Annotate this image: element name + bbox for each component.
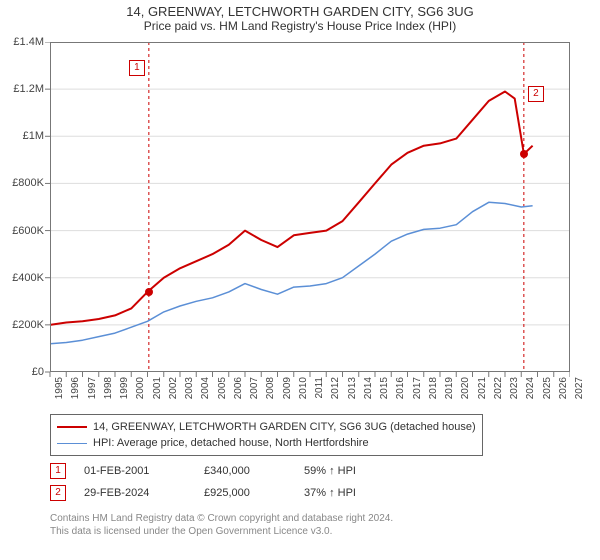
legend-swatch	[57, 443, 87, 444]
x-tick-label: 1995	[54, 377, 65, 399]
x-tick-label: 2023	[509, 377, 520, 399]
chart-title: 14, GREENWAY, LETCHWORTH GARDEN CITY, SG…	[0, 0, 600, 19]
sale-delta: 37% ↑ HPI	[304, 487, 424, 499]
sales-table: 1 01-FEB-2001£340,00059% ↑ HPI 2 29-FEB-202…	[50, 460, 424, 504]
x-tick-label: 2001	[152, 377, 163, 399]
x-tick-label: 2003	[184, 377, 195, 399]
footnote-line1: Contains HM Land Registry data © Crown c…	[50, 512, 393, 525]
x-tick-label: 2022	[493, 377, 504, 399]
legend-item: 14, GREENWAY, LETCHWORTH GARDEN CITY, SG…	[57, 419, 476, 435]
y-tick-label: £1M	[23, 130, 44, 142]
series-hpi	[50, 202, 533, 343]
y-axis-labels: £0£200K£400K£600K£800K£1M£1.2M£1.4M	[0, 42, 48, 372]
y-tick-label: £1.4M	[13, 36, 44, 48]
y-tick-label: £800K	[12, 177, 44, 189]
x-tick-label: 2014	[363, 377, 374, 399]
sale-row: 1 01-FEB-2001£340,00059% ↑ HPI	[50, 460, 424, 482]
x-tick-label: 2026	[558, 377, 569, 399]
legend: 14, GREENWAY, LETCHWORTH GARDEN CITY, SG…	[50, 414, 483, 456]
x-tick-label: 2016	[395, 377, 406, 399]
series-property	[50, 92, 533, 325]
x-tick-label: 2004	[200, 377, 211, 399]
sale-row: 2 29-FEB-2024£925,00037% ↑ HPI	[50, 482, 424, 504]
x-tick-label: 2017	[412, 377, 423, 399]
x-tick-label: 2015	[379, 377, 390, 399]
y-tick-label: £1.2M	[13, 83, 44, 95]
chart-container: 14, GREENWAY, LETCHWORTH GARDEN CITY, SG…	[0, 0, 600, 560]
legend-swatch	[57, 426, 87, 428]
x-tick-label: 1999	[119, 377, 130, 399]
sale-row-marker: 1	[50, 463, 66, 479]
sale-point-2	[520, 150, 528, 158]
x-tick-label: 2019	[444, 377, 455, 399]
sale-marker-1: 1	[129, 60, 145, 76]
legend-item: HPI: Average price, detached house, Nort…	[57, 435, 476, 451]
x-tick-label: 2021	[477, 377, 488, 399]
y-tick-label: £200K	[12, 319, 44, 331]
x-tick-label: 2020	[460, 377, 471, 399]
x-tick-label: 2024	[525, 377, 536, 399]
x-tick-label: 2000	[135, 377, 146, 399]
x-tick-label: 2008	[265, 377, 276, 399]
x-tick-label: 2010	[298, 377, 309, 399]
legend-label: HPI: Average price, detached house, Nort…	[93, 437, 369, 449]
sale-point-1	[145, 288, 153, 296]
x-tick-label: 2011	[314, 377, 325, 399]
footnote: Contains HM Land Registry data © Crown c…	[50, 512, 393, 538]
sale-price: £925,000	[204, 487, 304, 499]
x-tick-label: 2005	[217, 377, 228, 399]
sale-date: 01-FEB-2001	[84, 465, 204, 477]
x-tick-label: 2018	[428, 377, 439, 399]
x-tick-label: 2027	[574, 377, 585, 399]
footnote-line2: This data is licensed under the Open Gov…	[50, 525, 393, 538]
sale-price: £340,000	[204, 465, 304, 477]
sale-date: 29-FEB-2024	[84, 487, 204, 499]
plot-svg	[44, 42, 570, 378]
x-tick-label: 1998	[103, 377, 114, 399]
x-tick-label: 1996	[70, 377, 81, 399]
sale-marker-2: 2	[528, 86, 544, 102]
y-tick-label: £0	[32, 366, 44, 378]
legend-label: 14, GREENWAY, LETCHWORTH GARDEN CITY, SG…	[93, 421, 476, 433]
x-tick-label: 1997	[87, 377, 98, 399]
x-tick-label: 2009	[282, 377, 293, 399]
y-tick-label: £400K	[12, 272, 44, 284]
plot-area: 12	[50, 42, 570, 372]
x-tick-label: 2006	[233, 377, 244, 399]
x-tick-label: 2025	[542, 377, 553, 399]
y-tick-label: £600K	[12, 225, 44, 237]
sale-delta: 59% ↑ HPI	[304, 465, 424, 477]
x-tick-label: 2013	[347, 377, 358, 399]
x-tick-label: 2007	[249, 377, 260, 399]
x-tick-label: 2012	[330, 377, 341, 399]
chart-subtitle: Price paid vs. HM Land Registry's House …	[0, 19, 600, 35]
sale-row-marker: 2	[50, 485, 66, 501]
x-tick-label: 2002	[168, 377, 179, 399]
